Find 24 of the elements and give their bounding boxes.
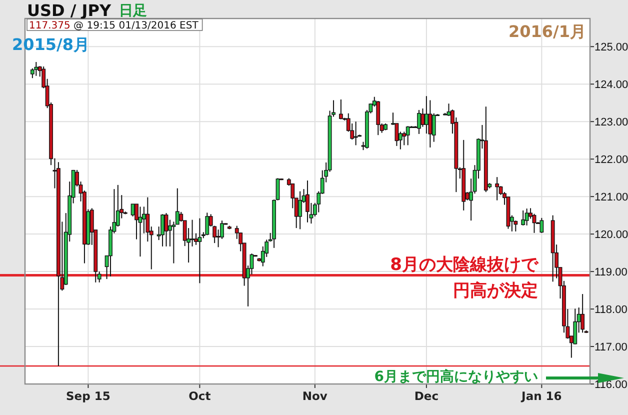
ytick: 116.00 [594,379,628,391]
xtick: Nov [302,389,328,403]
annotation: 6月まで円高になりやすい [374,369,538,385]
ytick: 117.00 [594,342,628,354]
ytick: 120.00 [594,229,628,242]
annotation: 2016/1月 [508,22,586,41]
ytick: 119.00 [594,266,628,279]
annotation: 円高が決定 [453,281,538,301]
ytick: 118.00 [594,304,628,316]
xtick: Jan 16 [522,389,562,403]
annotation: 2015/8月 [12,35,90,54]
ytick: 123.00 [594,116,628,129]
ytick: 122.00 [594,154,628,166]
ytick: 121.00 [594,192,628,204]
chart-title: USD / JPY [27,1,112,20]
price-box: 117.375 @ 19:15 01/13/2016 EST [26,18,203,32]
xtick: Dec [414,389,439,403]
annotation: 117.375 @ 19:15 01/13/2016 EST [29,20,200,32]
ytick: 124.00 [594,79,628,92]
xtick: Sep 15 [66,389,110,403]
chart-subtitle: 日足 [119,3,148,19]
annotation: 8月の大陰線抜けで [390,255,538,275]
ytick: 125.00 [594,42,628,54]
xtick: Oct [188,389,211,403]
